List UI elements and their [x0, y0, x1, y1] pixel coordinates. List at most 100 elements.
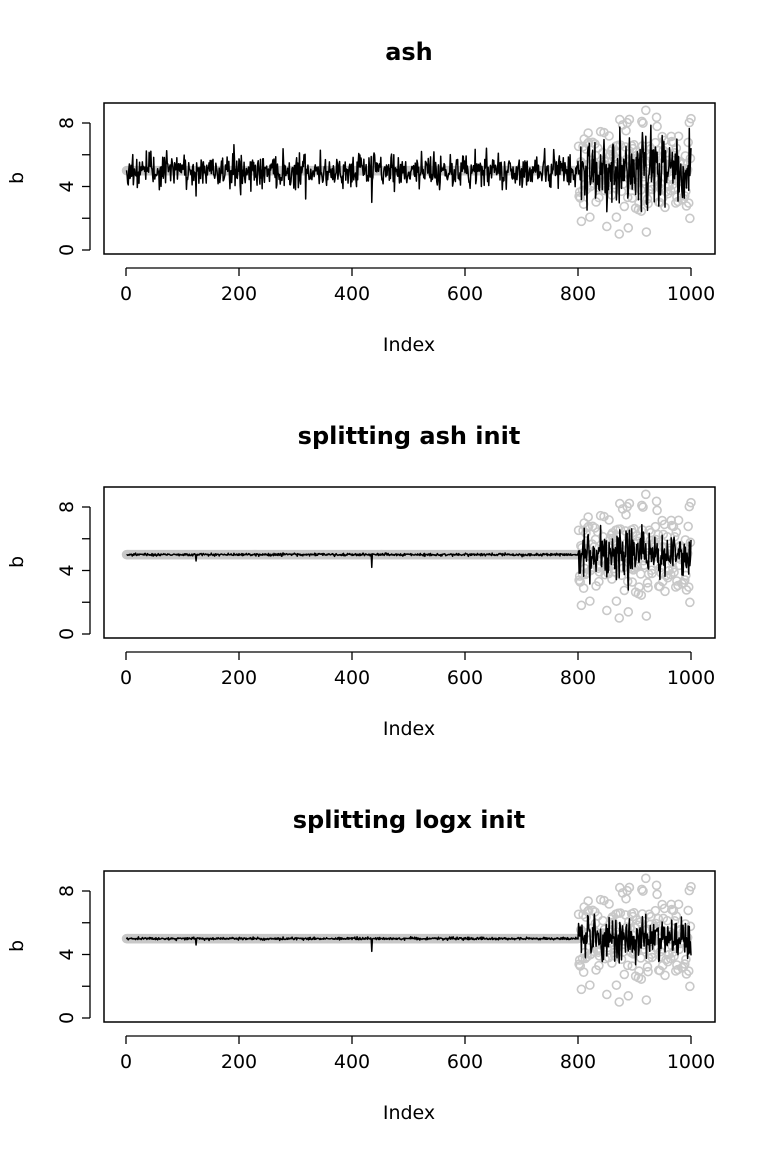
data-point	[614, 997, 625, 1007]
x-tick-label: 1000	[667, 283, 715, 305]
data-point	[679, 575, 690, 585]
x-tick-label: 800	[560, 1051, 596, 1073]
data-point	[651, 496, 662, 507]
data-point	[619, 201, 630, 212]
plot-frame	[103, 102, 716, 255]
y-axis-label: b	[6, 940, 28, 952]
data-point	[611, 980, 622, 990]
data-point	[614, 613, 625, 623]
data-point	[577, 569, 588, 580]
x-tick-label: 1000	[667, 1051, 715, 1073]
data-point	[652, 889, 662, 900]
data-point	[578, 967, 589, 977]
data-point	[660, 970, 670, 981]
y-tick-label: 8	[56, 501, 78, 513]
data-point	[623, 991, 634, 1001]
x-tick-label: 600	[447, 1051, 483, 1073]
y-tick-label: 0	[56, 1012, 78, 1024]
data-point	[641, 227, 652, 237]
data-point	[623, 607, 634, 617]
data-point	[650, 137, 661, 148]
x-axis: 0 200 400 600 800 1000	[120, 267, 715, 305]
data-point	[680, 535, 691, 545]
chart-title: splitting logx init	[293, 806, 525, 834]
data-point	[578, 583, 589, 593]
data-point	[640, 105, 651, 116]
y-axis-label: b	[6, 172, 28, 184]
data-point	[611, 212, 622, 222]
x-tick-label: 0	[120, 667, 132, 689]
data-point	[585, 980, 595, 990]
data-point	[583, 521, 594, 532]
data-point	[583, 512, 593, 522]
data-point	[638, 118, 648, 128]
data-point	[602, 221, 612, 232]
data-point	[585, 212, 595, 222]
data-point	[673, 131, 684, 142]
data-point	[637, 500, 647, 511]
data-point	[643, 966, 653, 977]
data-point	[576, 600, 587, 611]
data-point	[671, 527, 682, 537]
data-point	[619, 969, 630, 980]
x-tick-label: 400	[334, 283, 370, 305]
data-point	[683, 137, 693, 148]
chart-panel-1: ash 0 200 400 600 800 1000 Index 0 4 8 b	[6, 38, 716, 356]
data-point	[641, 611, 652, 621]
data-point	[642, 578, 653, 588]
x-tick-label: 600	[447, 667, 483, 689]
data-point	[614, 229, 625, 239]
data-point	[668, 521, 679, 532]
data-point	[650, 521, 661, 532]
y-tick-label: 4	[56, 564, 78, 576]
data-point	[683, 582, 694, 592]
y-tick-label: 0	[56, 628, 78, 640]
data-point	[587, 521, 598, 532]
x-tick-label: 200	[221, 667, 257, 689]
data-point	[652, 505, 662, 516]
data-point	[635, 569, 646, 579]
data-point	[624, 498, 635, 509]
x-tick-label: 200	[221, 283, 257, 305]
data-point	[583, 896, 593, 906]
data-point	[683, 521, 693, 532]
x-tick-label: 600	[447, 283, 483, 305]
chart-title: ash	[385, 38, 433, 66]
chart-title: splitting ash init	[298, 422, 521, 450]
data-point	[585, 596, 595, 606]
chart-panel-2: splitting ash init 0 200 400 600 800 1000 Index…	[6, 422, 716, 740]
data-point	[576, 216, 587, 227]
data-point	[686, 113, 696, 124]
chart-panel-3: splitting logx init 0 200 400 600 800 1000 Inde…	[6, 806, 716, 1124]
data-point	[669, 567, 679, 578]
data-point	[638, 502, 648, 512]
data-point	[604, 515, 614, 525]
data-point	[602, 989, 612, 1000]
data-point	[660, 586, 670, 597]
data-point	[643, 582, 653, 593]
data-point	[651, 112, 662, 123]
fitted-line	[125, 124, 692, 213]
y-tick-label: 4	[56, 948, 78, 960]
y-axis: 0 4 8	[56, 117, 91, 256]
data-point	[636, 590, 647, 600]
x-tick-label: 400	[334, 667, 370, 689]
data-point	[650, 905, 661, 916]
y-tick-label: 0	[56, 244, 78, 256]
x-tick-label: 200	[221, 1051, 257, 1073]
y-axis-label: b	[6, 556, 28, 568]
data-point	[685, 597, 695, 608]
x-axis: 0 200 400 600 800 1000	[120, 1035, 715, 1073]
x-tick-label: 800	[560, 283, 596, 305]
x-tick-label: 400	[334, 1051, 370, 1073]
plot-frame	[103, 870, 716, 1023]
data-point	[683, 198, 694, 208]
data-point	[652, 121, 662, 132]
data-point	[661, 186, 671, 197]
data-point	[619, 585, 630, 596]
data-point	[647, 568, 657, 579]
x-tick-label: 0	[120, 1051, 132, 1073]
x-axis: 0 200 400 600 800 1000	[120, 651, 715, 689]
y-axis: 0 4 8	[56, 885, 91, 1024]
